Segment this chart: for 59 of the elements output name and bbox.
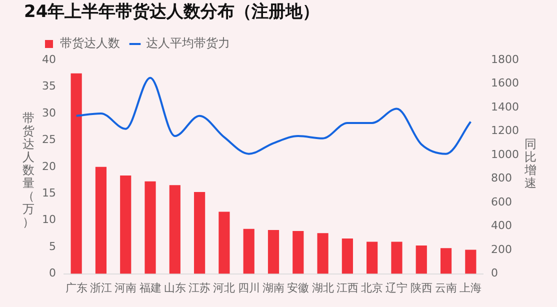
x-tick-label: 湖北	[312, 281, 334, 294]
x-tick-label: 江西	[336, 281, 358, 294]
x-tick-label: 湖南	[262, 281, 284, 294]
y-tick-label: 20	[42, 160, 56, 173]
x-tick-label: 北京	[361, 281, 384, 294]
x-tick-label: 辽宁	[386, 281, 408, 294]
x-tick-label: 安徽	[287, 281, 310, 294]
bar	[416, 245, 427, 274]
bar	[218, 212, 230, 274]
bar	[70, 73, 82, 274]
x-tick-label: 广东	[65, 281, 88, 294]
y2-tick-label: 200	[491, 242, 512, 256]
y-tick-label: 10	[42, 213, 56, 226]
bar	[120, 175, 132, 274]
x-tick-label: 陕西	[410, 281, 432, 294]
x-tick-label: 江苏	[188, 281, 211, 294]
x-tick-label: 四川	[238, 281, 260, 294]
y2-tick-label: 1200	[491, 124, 520, 138]
bar	[144, 181, 156, 274]
y2-tick-label: 400	[491, 219, 512, 232]
y2-axis-title: 同比增速	[524, 137, 537, 190]
chart-title: 24年上半年带货达人数分布（注册地）	[24, 1, 320, 23]
y-tick-label: 0	[48, 266, 56, 280]
bar	[440, 248, 452, 274]
bar	[95, 166, 107, 274]
bar	[169, 185, 180, 274]
y-tick-label: 35	[42, 80, 56, 93]
bar	[465, 250, 476, 274]
y2-tick-label: 1400	[491, 100, 520, 114]
bar	[194, 192, 206, 274]
y-tick-label: 25	[42, 133, 56, 146]
x-tick-label: 河南	[114, 281, 137, 294]
x-tick-label: 山东	[164, 281, 186, 294]
bar	[391, 242, 402, 274]
y2-tick-label: 1800	[491, 52, 520, 66]
y-tick-label: 5	[48, 240, 56, 253]
bar	[366, 242, 378, 274]
x-tick-label: 福建	[139, 281, 162, 294]
bar	[268, 230, 280, 274]
y2-tick-label: 1600	[491, 76, 520, 90]
y2-tick-label: 800	[491, 172, 512, 185]
line-series	[75, 76, 472, 155]
bar	[292, 231, 304, 274]
x-tick-label: 上海	[460, 281, 482, 294]
y2-tick-label: 600	[491, 195, 512, 208]
bar	[317, 233, 328, 274]
legend-label: 带货达人数	[60, 36, 120, 50]
bar	[342, 238, 353, 274]
text: 带货达人数量（万）	[22, 111, 34, 229]
y2-tick-label: 1000	[491, 148, 520, 161]
y2-tick-label: 0	[491, 266, 498, 280]
y-tick-label: 40	[42, 52, 56, 66]
y-tick-label: 15	[42, 186, 56, 200]
legend-label: 达人平均带货力	[146, 36, 230, 50]
y-tick-label: 30	[42, 106, 56, 120]
x-tick-label: 云南	[435, 281, 458, 294]
x-tick-label: 河北	[213, 281, 236, 294]
x-tick-label: 浙江	[90, 281, 112, 294]
bar	[243, 228, 254, 274]
